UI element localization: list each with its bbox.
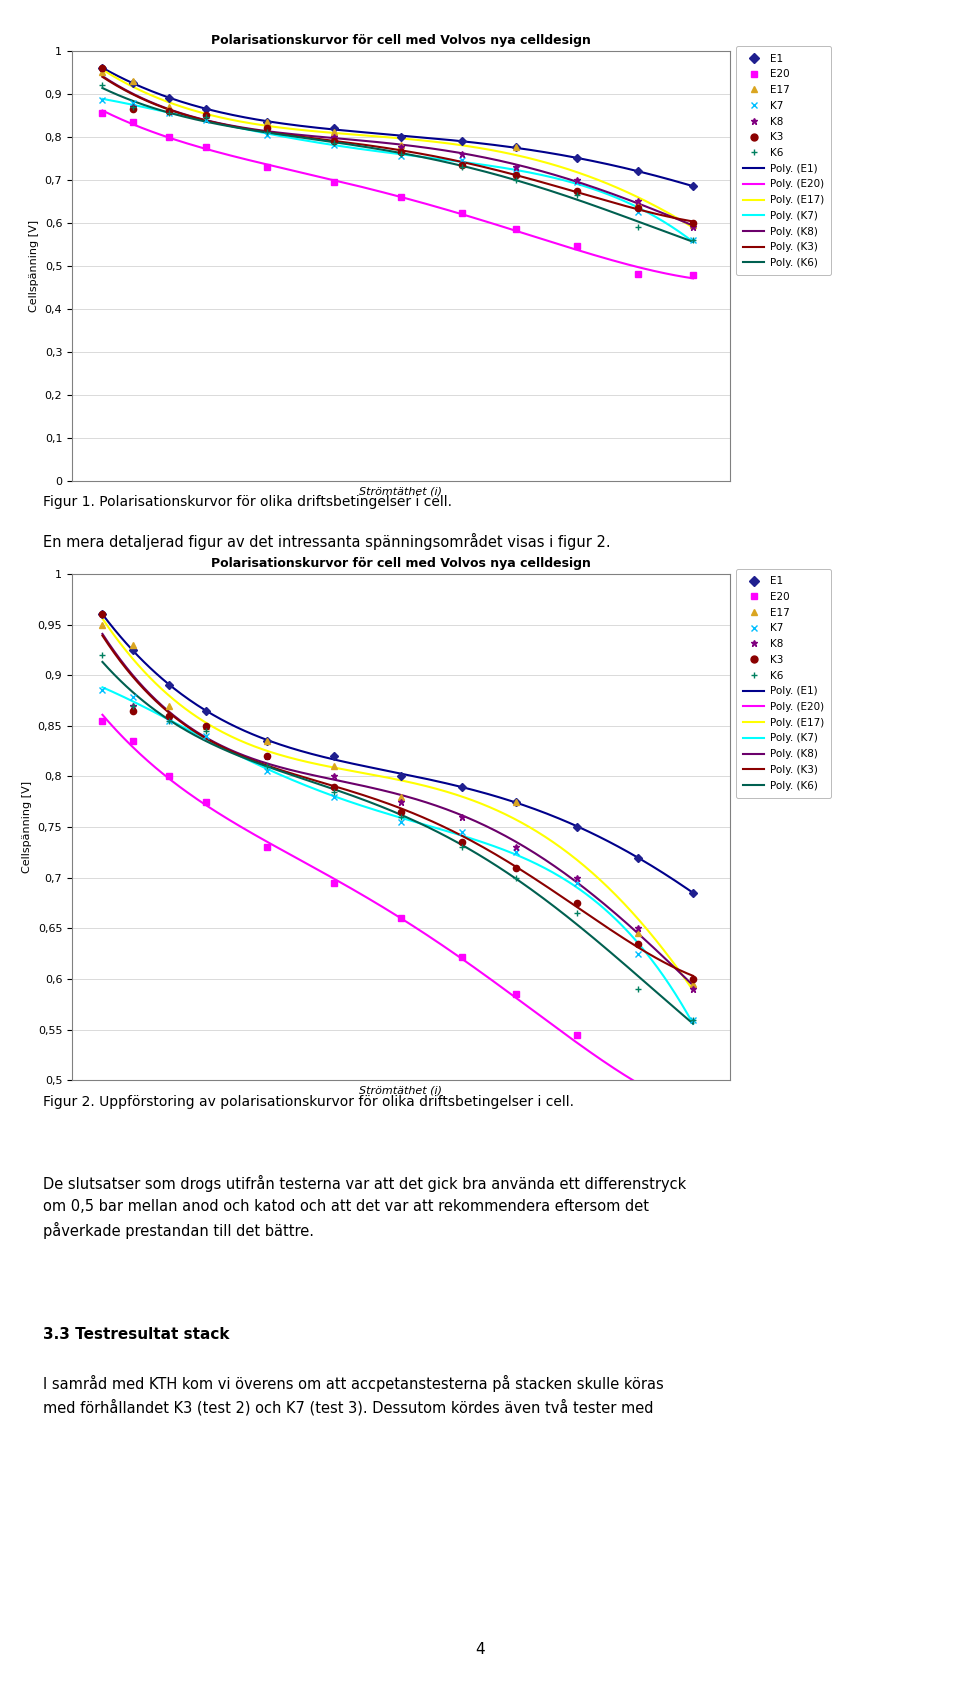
Text: I samråd med KTH kom vi överens om att accpetanstesterna på stacken skulle köras: I samråd med KTH kom vi överens om att a…	[43, 1376, 664, 1416]
Legend: E1, E20, E17, K7, K8, K3, K6, Poly. (E1), Poly. (E20), Poly. (E17), Poly. (K7), : E1, E20, E17, K7, K8, K3, K6, Poly. (E1)…	[736, 569, 831, 798]
Title: Polarisationskurvor för cell med Volvos nya celldesign: Polarisationskurvor för cell med Volvos …	[211, 34, 590, 47]
Text: 3.3 Testresultat stack: 3.3 Testresultat stack	[43, 1327, 229, 1342]
Text: 4: 4	[475, 1642, 485, 1658]
Text: De slutsatser som drogs utifrån testerna var att det gick bra använda ett differ: De slutsatser som drogs utifrån testerna…	[43, 1175, 686, 1239]
Text: Figur 2. Uppförstoring av polarisationskurvor för olika driftsbetingelser i cell: Figur 2. Uppförstoring av polarisationsk…	[43, 1094, 574, 1109]
Text: Figur 1. Polarisationskurvor för olika driftsbetingelser i cell.: Figur 1. Polarisationskurvor för olika d…	[43, 495, 452, 510]
Text: En mera detaljerad figur av det intressanta spänningsområdet visas i figur 2.: En mera detaljerad figur av det intressa…	[43, 533, 611, 550]
Y-axis label: Cellspänning [V]: Cellspänning [V]	[22, 782, 32, 873]
X-axis label: Strömtäthet (i): Strömtäthet (i)	[359, 486, 443, 496]
Legend: E1, E20, E17, K7, K8, K3, K6, Poly. (E1), Poly. (E20), Poly. (E17), Poly. (K7), : E1, E20, E17, K7, K8, K3, K6, Poly. (E1)…	[736, 46, 831, 275]
X-axis label: Strömtäthet (i): Strömtäthet (i)	[359, 1085, 443, 1096]
Y-axis label: Cellspänning [V]: Cellspänning [V]	[29, 219, 39, 312]
Title: Polarisationskurvor för cell med Volvos nya celldesign: Polarisationskurvor för cell med Volvos …	[211, 557, 590, 571]
